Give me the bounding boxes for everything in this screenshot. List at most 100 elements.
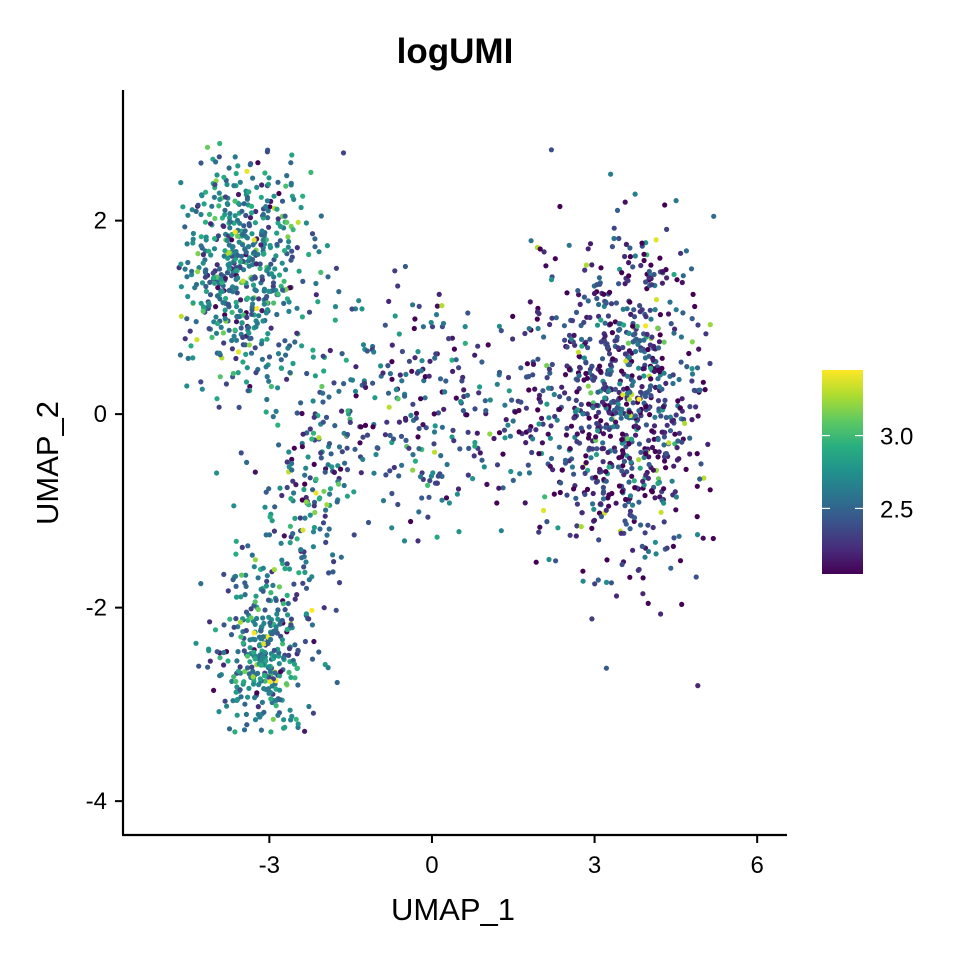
- data-point: [278, 357, 284, 363]
- data-point: [646, 353, 652, 359]
- data-point: [182, 224, 188, 230]
- data-point: [672, 489, 678, 495]
- data-point: [485, 342, 491, 348]
- data-point: [255, 704, 261, 710]
- data-point: [626, 441, 632, 447]
- data-point: [268, 261, 274, 267]
- data-point: [311, 461, 317, 467]
- data-point: [591, 290, 598, 297]
- data-point: [608, 580, 615, 586]
- data-point: [655, 436, 661, 443]
- data-point: [446, 336, 452, 342]
- data-point: [656, 449, 662, 455]
- data-point: [288, 622, 294, 628]
- data-point: [637, 465, 643, 471]
- data-point: [597, 368, 604, 374]
- data-point: [621, 458, 628, 464]
- data-point: [251, 237, 257, 243]
- data-point: [250, 296, 256, 302]
- data-point: [626, 396, 633, 402]
- y-tick-label: -2: [86, 595, 107, 622]
- data-point: [557, 406, 563, 412]
- data-point: [284, 219, 290, 225]
- data-point: [328, 451, 334, 457]
- data-point: [554, 417, 560, 423]
- data-point: [449, 357, 455, 363]
- data-point: [574, 439, 580, 445]
- data-point: [263, 204, 269, 210]
- data-point: [193, 208, 199, 214]
- data-point: [293, 716, 299, 722]
- data-point: [266, 378, 272, 384]
- data-point: [295, 647, 301, 653]
- data-point: [694, 451, 700, 457]
- data-point: [238, 297, 244, 303]
- data-point: [288, 616, 294, 622]
- data-point: [668, 321, 674, 327]
- data-point: [627, 455, 633, 461]
- data-point: [283, 681, 289, 687]
- data-point: [642, 554, 648, 560]
- data-point: [390, 436, 397, 442]
- data-point: [312, 509, 318, 516]
- data-point: [244, 459, 250, 465]
- data-point: [310, 347, 316, 353]
- data-point: [679, 279, 685, 286]
- data-point: [389, 342, 395, 348]
- data-point: [192, 285, 198, 291]
- data-point: [438, 453, 444, 459]
- data-point: [251, 630, 257, 636]
- data-point: [282, 607, 288, 613]
- data-point: [303, 494, 309, 501]
- data-point: [630, 264, 636, 270]
- data-point: [562, 390, 568, 396]
- data-point: [422, 395, 428, 401]
- data-point: [648, 262, 654, 268]
- data-point: [280, 601, 286, 607]
- data-point: [626, 355, 632, 361]
- data-point: [558, 480, 564, 486]
- data-point: [252, 599, 258, 605]
- data-point: [548, 455, 555, 462]
- data-point: [303, 585, 310, 591]
- data-point: [625, 278, 631, 284]
- data-point: [625, 373, 631, 379]
- data-point: [645, 600, 651, 607]
- data-point: [576, 353, 582, 359]
- data-point: [255, 670, 261, 677]
- data-point: [419, 495, 425, 501]
- data-point: [234, 290, 240, 296]
- data-point: [574, 523, 580, 529]
- data-point: [593, 434, 599, 440]
- data-point: [602, 320, 608, 326]
- data-point: [638, 522, 644, 528]
- data-point: [616, 235, 622, 242]
- data-point: [465, 310, 471, 316]
- data-point: [296, 570, 302, 576]
- data-point: [290, 360, 296, 367]
- data-point: [583, 460, 589, 466]
- data-point: [234, 304, 240, 310]
- data-point: [344, 431, 351, 438]
- data-point: [216, 203, 222, 209]
- data-point: [567, 532, 573, 538]
- data-point: [252, 557, 258, 563]
- data-point: [352, 388, 359, 394]
- data-point: [547, 321, 553, 328]
- data-point: [435, 473, 441, 479]
- data-point: [242, 228, 248, 234]
- data-point: [606, 503, 612, 509]
- data-point: [294, 245, 300, 251]
- data-point: [277, 621, 283, 627]
- data-point: [240, 334, 246, 340]
- data-point: [233, 551, 239, 557]
- data-point: [540, 507, 547, 514]
- data-point: [202, 269, 209, 276]
- data-point: [512, 409, 519, 415]
- data-point: [605, 449, 611, 455]
- data-point: [694, 532, 701, 538]
- data-point: [285, 612, 291, 618]
- data-point: [266, 354, 273, 360]
- data-point: [613, 593, 620, 599]
- data-point: [548, 277, 555, 283]
